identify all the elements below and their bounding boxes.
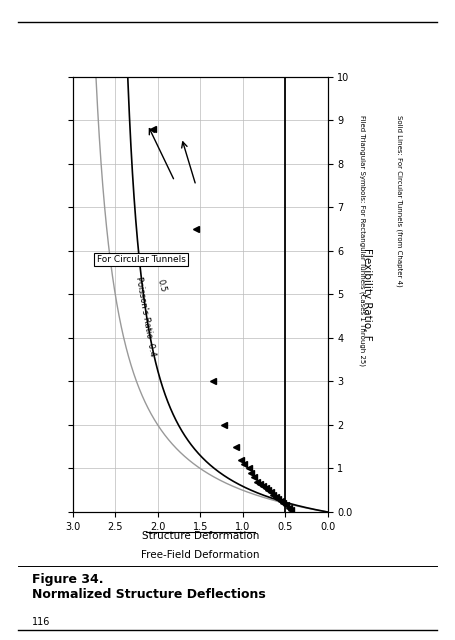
Text: 116: 116 (32, 617, 50, 627)
Text: Poisson's Ratio  0.4: Poisson's Ratio 0.4 (134, 276, 157, 356)
Text: Free-Field Deformation: Free-Field Deformation (141, 550, 259, 560)
Text: 0.5: 0.5 (156, 278, 168, 293)
Text: For Circular Tunnels: For Circular Tunnels (96, 255, 186, 264)
Text: Solid Lines: For Circular Tunnels (from Chapter 4): Solid Lines: For Circular Tunnels (from … (396, 115, 402, 287)
Text: Figure 34.: Figure 34. (32, 573, 103, 586)
Y-axis label: Flexibility Ratio, F: Flexibility Ratio, F (362, 248, 372, 340)
Text: Filed Triangular Symbols: For Rectangular Tunnels (Cases 1 Through 25): Filed Triangular Symbols: For Rectangula… (359, 115, 366, 366)
Text: Normalized Structure Deflections: Normalized Structure Deflections (32, 588, 266, 600)
Text: Structure Deformation: Structure Deformation (142, 531, 259, 541)
